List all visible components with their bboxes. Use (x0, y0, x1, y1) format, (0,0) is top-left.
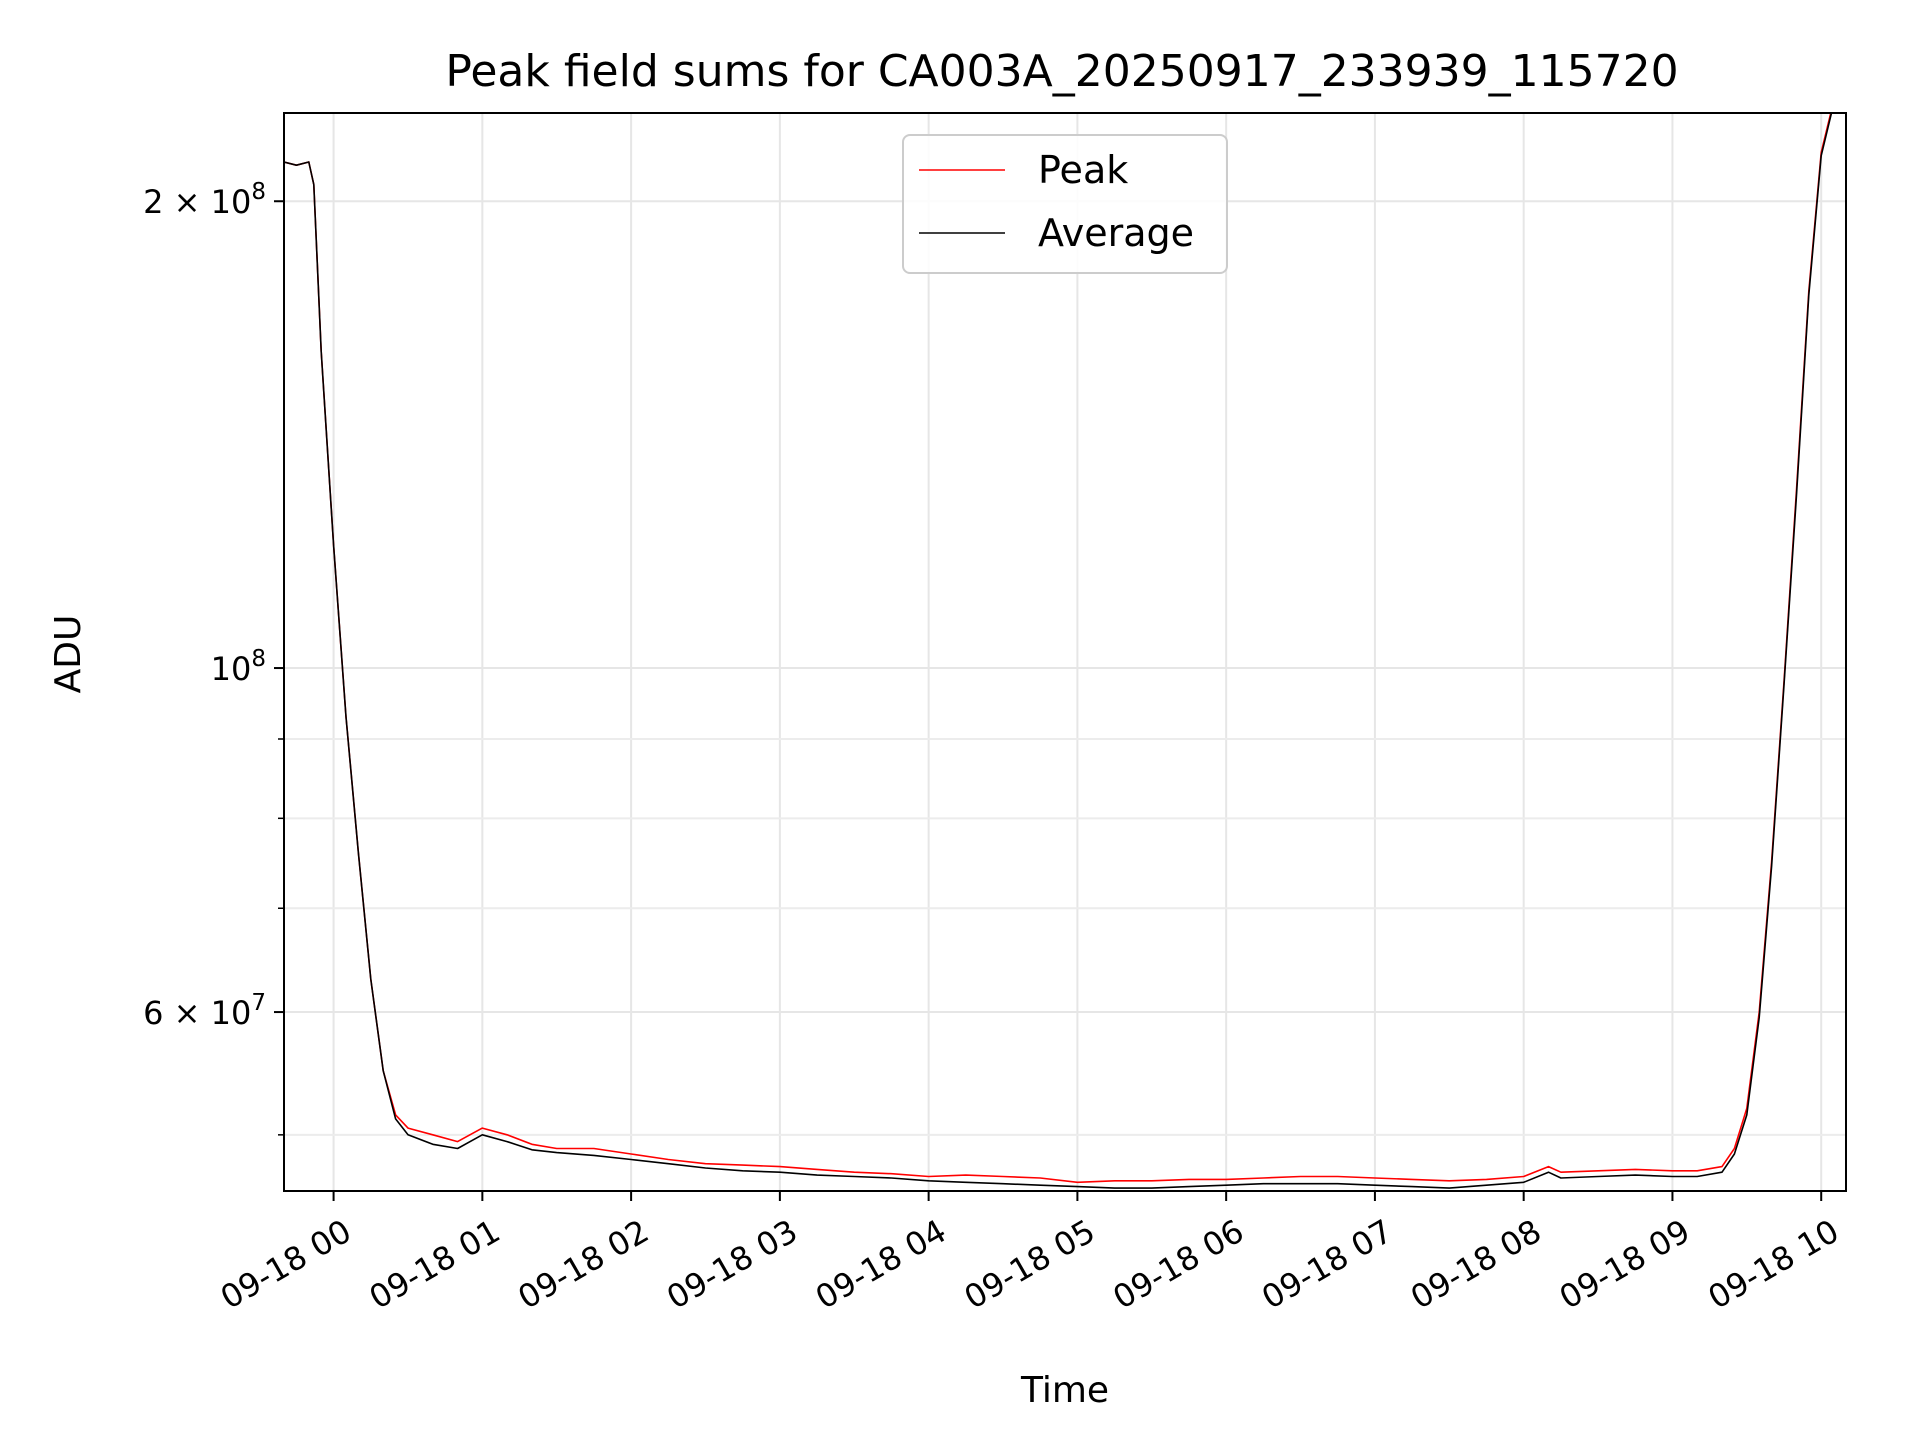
x-axis-label: Time (1020, 1370, 1109, 1411)
series-line-peak (284, 113, 1832, 1184)
legend-label-peak: Peak (1038, 148, 1128, 192)
legend: Peak Average (902, 134, 1228, 274)
axes-frame (283, 112, 1847, 1192)
y-axis-label: ADU (48, 615, 89, 694)
y-tick-label: 108 (211, 646, 266, 688)
legend-label-average: Average (1038, 211, 1194, 255)
y-tick-label: 2 × 108 (143, 179, 266, 221)
chart-title: Peak field sums for CA003A_20250917_2339… (445, 46, 1678, 97)
y-tick-label: 6 × 107 (143, 990, 266, 1032)
series-line-average (284, 113, 1833, 1189)
series-layer (284, 113, 1833, 1189)
